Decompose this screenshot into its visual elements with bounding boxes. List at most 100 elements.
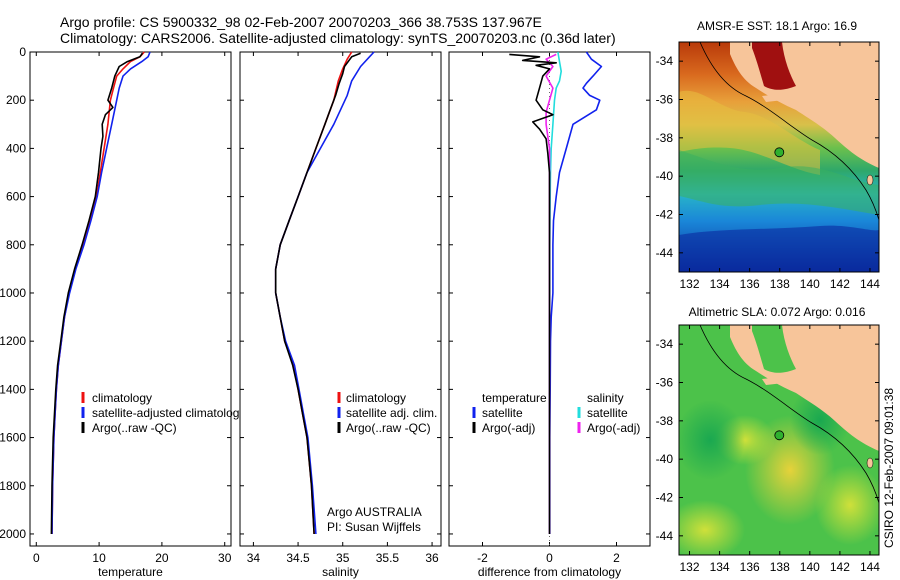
map-xtick-label: 136 (740, 560, 760, 574)
map-ytick-label: -42 (656, 208, 674, 222)
map-xtick-label: 134 (710, 560, 730, 574)
legend-label-climatology: climatology (346, 391, 406, 405)
depth-tick-label: 400 (6, 141, 26, 155)
legend-label-argo: Argo(-adj) (482, 421, 535, 435)
salinity-xtick-label: 35 (336, 551, 350, 565)
sst-map-panel: AMSR-E SST: 18.1 Argo: 16.9 132 134 136 138… (656, 19, 881, 291)
map-xtick-label: 144 (860, 560, 880, 574)
temperature-xtick-label: 10 (92, 551, 106, 565)
map-ytick-label: -38 (656, 414, 674, 428)
temperature-xtick-label: 0 (33, 551, 40, 565)
salinity-xtick-label: 36 (425, 551, 439, 565)
salinity-annotation: Argo AUSTRALIA (327, 505, 422, 519)
sst-map-title: AMSR-E SST: 18.1 Argo: 16.9 (697, 19, 857, 33)
salinity-series-argo (274, 52, 361, 535)
salinity-axes-frame (239, 51, 442, 547)
salinity-xtick-label: 34 (247, 551, 261, 565)
map-xtick-label: 132 (680, 560, 700, 574)
map-ytick-label: -34 (656, 337, 674, 351)
difference-xtick-label: -2 (477, 551, 488, 565)
legend-label-sal_satellite: satellite (587, 406, 628, 420)
map-xtick-label: 138 (770, 560, 790, 574)
map-ytick-label: -38 (656, 131, 674, 145)
depth-tick-label: 0 (19, 45, 26, 59)
salinity-xtick-label: 34.5 (286, 551, 310, 565)
temperature-xtick-label: 20 (155, 551, 169, 565)
argo-float-marker-sst (774, 147, 785, 158)
map-xtick-label: 136 (740, 277, 760, 291)
map-ytick-label: -34 (656, 54, 674, 68)
map-xtick-label: 134 (710, 277, 730, 291)
sla-high-3 (815, 465, 879, 545)
depth-tick-label: 1400 (0, 382, 26, 396)
map-xtick-label: 142 (830, 277, 850, 291)
salinity-annotation: PI: Susan Wijffels (327, 520, 421, 534)
salinity-profile-panel: 34 34.5 35 35.5 36 salinity climatologysatelli… (239, 51, 442, 579)
temperature-axes-frame (29, 51, 232, 547)
depth-tick-label: 2000 (0, 527, 26, 541)
map-ytick-label: -36 (656, 93, 674, 107)
map-ytick-label: -44 (656, 529, 674, 543)
depth-tick-label: 200 (6, 93, 26, 107)
depth-tick-label: 1600 (0, 431, 26, 445)
depth-tick-label: 1200 (0, 334, 26, 348)
difference-legend: temperaturesatelliteArgo(-adj)salinitysa… (472, 391, 640, 435)
difference-series-satellite (549, 51, 603, 534)
depth-tick-label: 1800 (0, 479, 26, 493)
legend-label-argo: Argo(..raw -QC) (346, 421, 431, 435)
bathymetry-contour-sla (699, 325, 879, 504)
difference-series-argo (509, 53, 557, 534)
legend-label-satellite: satellite adj. clim. (346, 406, 437, 420)
sst-map-axes: 132 134 136 138 140 142 144 -34 -36 -38 -40 -42 -44 (656, 42, 880, 291)
map-xtick-label: 140 (800, 560, 820, 574)
side-timestamp: CSIRO 12-Feb-2007 09:01:38 (882, 388, 896, 548)
legend-label-argo: Argo(..raw -QC) (92, 421, 177, 435)
difference-xlabel: difference from climatology (478, 565, 621, 579)
kangaroo-island-sla (762, 377, 784, 385)
temperature-xtick-label: 30 (218, 551, 232, 565)
kangaroo-island-sst (762, 94, 784, 102)
argo-float-marker-sla (774, 430, 785, 441)
sst-map-frame (678, 41, 880, 273)
legend-label-climatology: climatology (92, 391, 152, 405)
salinity-xlabel: salinity (322, 565, 359, 579)
temperature-series-argo (50, 52, 144, 535)
difference-xtick-label: 2 (613, 551, 620, 565)
legend-label-satellite: satellite-adjusted climatology (92, 406, 245, 420)
small-island-sst (866, 174, 874, 186)
figure-title-line2: Climatology: CARS2006. Satellite-adjuste… (60, 30, 616, 46)
sla-low-1 (679, 400, 745, 480)
bathymetry-contour-sst (699, 42, 879, 221)
map-ytick-label: -44 (656, 246, 674, 260)
sst-cold-patch (679, 225, 879, 272)
spencer-gulf-sst (752, 42, 796, 90)
depth-tick-label: 800 (6, 238, 26, 252)
sla-map-frame (678, 324, 880, 556)
sst-green-band (679, 150, 879, 215)
sst-warm-patch (679, 90, 820, 175)
temperature-profile-panel: 0 10 20 30 0 200 400 600 800 1000 1200 1400 1600 1800… (0, 45, 245, 579)
sla-map-axes: 132 134 136 138 140 142 144 -34 -36 -38 -40 -42 -44 (656, 325, 880, 574)
depth-tick-label: 1000 (0, 286, 26, 300)
map-ytick-label: -40 (656, 452, 674, 466)
sla-high-2 (679, 500, 745, 555)
map-ytick-label: -42 (656, 491, 674, 505)
legend-label-satellite: satellite (482, 406, 523, 420)
sla-map-panel: Altimetric SLA: 0.072 Argo: 0.016 132 134… (656, 305, 881, 574)
map-xtick-label: 142 (830, 560, 850, 574)
legend-label-sal_argo: Argo(-adj) (587, 421, 640, 435)
map-xtick-label: 138 (770, 277, 790, 291)
spencer-gulf-sla (752, 325, 796, 373)
map-ytick-label: -36 (656, 376, 674, 390)
difference-legend-group-title: temperature (482, 391, 547, 405)
map-ytick-label: -40 (656, 169, 674, 183)
map-xtick-label: 132 (680, 277, 700, 291)
temperature-xlabel: temperature (98, 565, 163, 579)
sla-map-title: Altimetric SLA: 0.072 Argo: 0.016 (689, 305, 866, 319)
difference-xtick-label: 0 (546, 551, 553, 565)
difference-legend-group-title: salinity (587, 391, 624, 405)
